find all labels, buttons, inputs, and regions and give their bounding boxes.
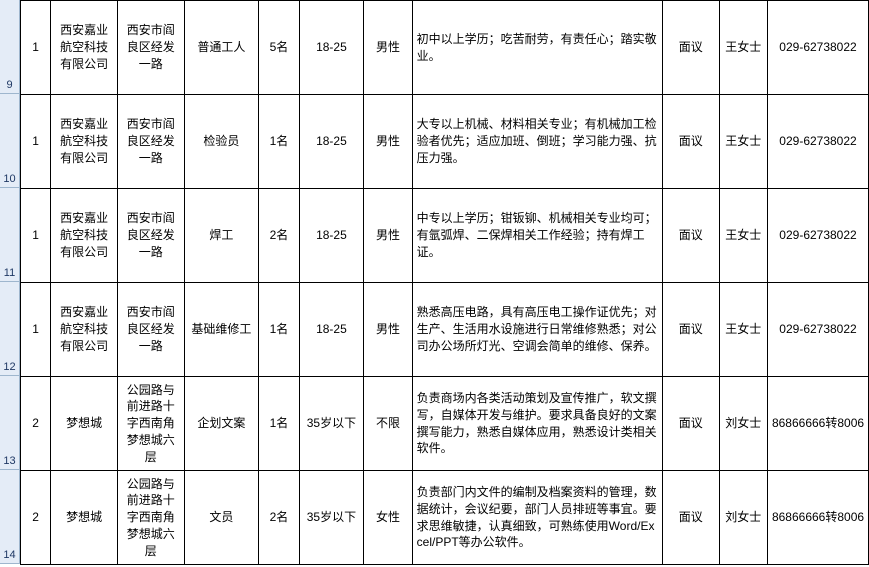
cell-idx: 1 <box>21 95 51 189</box>
cell-idx: 2 <box>21 377 51 471</box>
cell-count: 1名 <box>259 377 299 471</box>
cell-age: 35岁以下 <box>299 377 364 471</box>
cell-position: 检验员 <box>184 95 259 189</box>
table-row: 1西安嘉业航空科技有限公司西安市阎良区经发一路基础维修工1名18-25男性熟悉高… <box>21 283 869 377</box>
cell-address: 西安市阎良区经发一路 <box>117 95 184 189</box>
table-row: 2梦想城公园路与前进路十字西南角梦想城六层企划文案1名35岁以下不限负责商场内各… <box>21 377 869 471</box>
cell-age: 18-25 <box>299 95 364 189</box>
cell-salary: 面议 <box>663 95 720 189</box>
cell-salary: 面议 <box>663 189 720 283</box>
cell-address: 西安市阎良区经发一路 <box>117 283 184 377</box>
cell-count: 1名 <box>259 283 299 377</box>
cell-salary: 面议 <box>663 471 720 565</box>
cell-gender: 不限 <box>364 377 412 471</box>
cell-company: 西安嘉业航空科技有限公司 <box>51 95 118 189</box>
cell-salary: 面议 <box>663 1 720 95</box>
cell-requirement: 大专以上机械、材料相关专业；有机械加工检验者优先；适应加班、倒班；学习能力强、抗… <box>412 95 662 189</box>
cell-address: 公园路与前进路十字西南角梦想城六层 <box>117 471 184 565</box>
cell-address: 西安市阎良区经发一路 <box>117 1 184 95</box>
table-row: 1西安嘉业航空科技有限公司西安市阎良区经发一路检验员1名18-25男性大专以上机… <box>21 95 869 189</box>
cell-company: 梦想城 <box>51 471 118 565</box>
cell-salary: 面议 <box>663 377 720 471</box>
cell-requirement: 初中以上学历；吃苦耐劳，有责任心；踏实敬业。 <box>412 1 662 95</box>
cell-gender: 男性 <box>364 283 412 377</box>
cell-address: 公园路与前进路十字西南角梦想城六层 <box>117 377 184 471</box>
row-header: 10 <box>0 94 20 188</box>
row-header: 11 <box>0 188 20 282</box>
cell-position: 普通工人 <box>184 1 259 95</box>
row-header: 12 <box>0 282 20 376</box>
cell-company: 梦想城 <box>51 377 118 471</box>
cell-gender: 男性 <box>364 95 412 189</box>
cell-idx: 2 <box>21 471 51 565</box>
cell-requirement: 中专以上学历；钳钣铆、机械相关专业均可；有氩弧焊、二保焊相关工作经验；持有焊工证… <box>412 189 662 283</box>
cell-phone: 86866666转8006 <box>768 377 869 471</box>
cell-phone: 029-62738022 <box>768 189 869 283</box>
table-row: 1西安嘉业航空科技有限公司西安市阎良区经发一路焊工2名18-25男性中专以上学历… <box>21 189 869 283</box>
cell-phone: 029-62738022 <box>768 1 869 95</box>
cell-company: 西安嘉业航空科技有限公司 <box>51 283 118 377</box>
cell-count: 1名 <box>259 95 299 189</box>
cell-age: 18-25 <box>299 1 364 95</box>
cell-age: 18-25 <box>299 189 364 283</box>
cell-count: 5名 <box>259 1 299 95</box>
cell-salary: 面议 <box>663 283 720 377</box>
cell-requirement: 负责部门内文件的编制及档案资料的管理，数据统计，会议纪要，部门人员排班等事宜。要… <box>412 471 662 565</box>
table-row: 2梦想城公园路与前进路十字西南角梦想城六层文员2名35岁以下女性负责部门内文件的… <box>21 471 869 565</box>
row-header: 14 <box>0 470 20 564</box>
job-table: 1西安嘉业航空科技有限公司西安市阎良区经发一路普通工人5名18-25男性初中以上… <box>20 0 869 565</box>
cell-requirement: 负责商场内各类活动策划及宣传推广，软文撰写，自媒体开发与维护。要求具备良好的文案… <box>412 377 662 471</box>
cell-phone: 029-62738022 <box>768 283 869 377</box>
cell-position: 焊工 <box>184 189 259 283</box>
table-row: 1西安嘉业航空科技有限公司西安市阎良区经发一路普通工人5名18-25男性初中以上… <box>21 1 869 95</box>
cell-position: 基础维修工 <box>184 283 259 377</box>
cell-gender: 女性 <box>364 471 412 565</box>
spreadsheet: 91011121314 1西安嘉业航空科技有限公司西安市阎良区经发一路普通工人5… <box>0 0 869 565</box>
cell-contact: 王女士 <box>719 189 767 283</box>
grid: 1西安嘉业航空科技有限公司西安市阎良区经发一路普通工人5名18-25男性初中以上… <box>20 0 869 565</box>
cell-contact: 刘女士 <box>719 377 767 471</box>
cell-position: 企划文案 <box>184 377 259 471</box>
cell-count: 2名 <box>259 471 299 565</box>
row-header: 13 <box>0 376 20 470</box>
cell-count: 2名 <box>259 189 299 283</box>
cell-idx: 1 <box>21 1 51 95</box>
cell-contact: 王女士 <box>719 1 767 95</box>
cell-age: 35岁以下 <box>299 471 364 565</box>
cell-gender: 男性 <box>364 1 412 95</box>
cell-contact: 王女士 <box>719 95 767 189</box>
cell-phone: 029-62738022 <box>768 95 869 189</box>
cell-contact: 刘女士 <box>719 471 767 565</box>
row-headers: 91011121314 <box>0 0 20 565</box>
cell-idx: 1 <box>21 189 51 283</box>
cell-company: 西安嘉业航空科技有限公司 <box>51 1 118 95</box>
cell-age: 18-25 <box>299 283 364 377</box>
cell-gender: 男性 <box>364 189 412 283</box>
cell-contact: 王女士 <box>719 283 767 377</box>
cell-phone: 86866666转8006 <box>768 471 869 565</box>
cell-idx: 1 <box>21 283 51 377</box>
cell-position: 文员 <box>184 471 259 565</box>
cell-company: 西安嘉业航空科技有限公司 <box>51 189 118 283</box>
cell-requirement: 熟悉高压电路，具有高压电工操作证优先；对生产、生活用水设施进行日常维修熟悉；对公… <box>412 283 662 377</box>
cell-address: 西安市阎良区经发一路 <box>117 189 184 283</box>
row-header: 9 <box>0 0 20 94</box>
